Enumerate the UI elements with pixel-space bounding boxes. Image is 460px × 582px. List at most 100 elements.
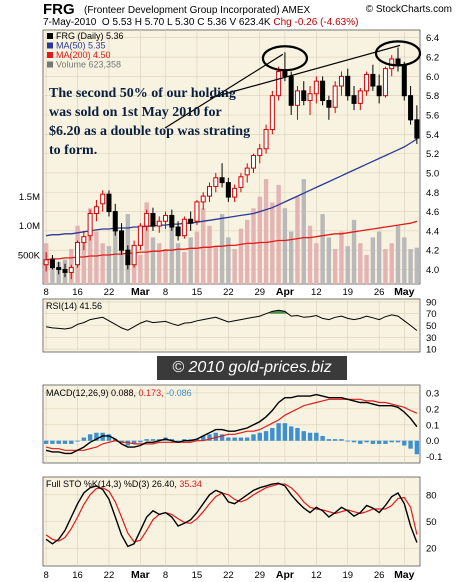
- candle-body: [43, 259, 49, 266]
- volume-bar: [100, 243, 105, 284]
- candle-body: [364, 73, 370, 92]
- x-tick-label: 15: [192, 287, 203, 298]
- x-tick-label: 8: [163, 287, 168, 298]
- volume-bar: [150, 237, 156, 284]
- date-label: 7-May-2010: [43, 17, 97, 28]
- candle-body: [213, 177, 219, 187]
- x-tick-label: Apr: [276, 569, 294, 581]
- macd-histogram-bar: [144, 439, 149, 441]
- macd-histogram-bar: [106, 434, 112, 441]
- y-tick-label: 6.0: [426, 72, 439, 83]
- x-tick-label: 19: [342, 287, 353, 298]
- candle-body: [49, 259, 55, 269]
- candle-body: [225, 182, 231, 198]
- volume-bar: [389, 243, 394, 284]
- volume-bar: [226, 237, 231, 284]
- candle-body: [112, 211, 118, 232]
- macd-histogram-bar: [251, 434, 256, 441]
- macd-histogram-bar: [395, 440, 401, 443]
- volume-bar: [301, 179, 306, 284]
- macd-histogram-bar: [389, 440, 394, 443]
- x-tick-label: 22: [223, 287, 234, 298]
- x-tick-label: 12: [311, 287, 322, 298]
- volume-bar: [288, 231, 294, 284]
- double-top-marker: [261, 45, 309, 72]
- macd-histogram-bar: [345, 440, 350, 442]
- macd-histogram-bar: [282, 423, 288, 441]
- y-tick-label: 0.0: [426, 436, 439, 447]
- candle-body: [326, 100, 332, 108]
- macd-histogram-bar: [276, 423, 281, 441]
- volume-bar: [314, 243, 319, 284]
- x-tick-label: 29: [254, 570, 265, 581]
- macd-histogram-bar: [213, 432, 218, 441]
- volume-bar: [175, 243, 181, 284]
- volume-bar: [402, 237, 407, 284]
- y-tick-label: 5.4: [426, 130, 439, 141]
- volume-bar: [408, 249, 413, 284]
- x-tick-label: 12: [311, 570, 322, 581]
- x-tick-label: May: [394, 286, 415, 298]
- macd-histogram-bar: [257, 432, 262, 441]
- y-tick-label: -0.1: [426, 452, 442, 463]
- macd-histogram-bar: [232, 437, 237, 441]
- candle-body: [238, 176, 244, 188]
- macd-legend-part: 0.173,: [136, 388, 164, 398]
- close-value: C 5.36: [197, 17, 227, 28]
- y-tick-label: 20: [426, 544, 437, 555]
- macd-histogram-bar: [238, 437, 244, 441]
- candle-body: [232, 187, 238, 198]
- volume-bar: [364, 254, 369, 284]
- candle-body: [163, 214, 169, 222]
- candle-body: [269, 95, 275, 130]
- exchange-label: AMEX: [281, 5, 311, 16]
- y-tick-label: 4.0: [426, 265, 439, 276]
- volume-bar: [106, 246, 112, 284]
- macd-histogram-bar: [364, 440, 369, 443]
- volume-bar: [138, 254, 143, 284]
- volume-bar: [163, 249, 168, 284]
- macd-histogram-bar: [62, 440, 68, 444]
- candle-body: [119, 230, 125, 251]
- volume-bar: [376, 231, 382, 284]
- candle-body: [181, 218, 187, 237]
- candle-body: [250, 155, 257, 169]
- candle-body: [175, 226, 181, 237]
- candle-body: [351, 95, 357, 104]
- macd-histogram-bar: [194, 439, 200, 441]
- candle-body: [263, 128, 269, 150]
- candle-body: [200, 195, 206, 203]
- volume-value: V 623.4K: [229, 17, 271, 28]
- volume-bar: [326, 237, 332, 284]
- volume-bar: [345, 246, 350, 284]
- macd-histogram-bar: [94, 432, 99, 441]
- candle-body: [169, 214, 175, 228]
- macd-histogram-bar: [226, 437, 231, 441]
- macd-histogram-bar: [332, 439, 338, 441]
- y-tick-label: 4.4: [426, 226, 439, 237]
- y-tick-label: 5.0: [426, 168, 439, 179]
- candle-body: [219, 177, 225, 184]
- y-tick-label: 80: [426, 490, 437, 501]
- x-tick-label: 15: [192, 570, 203, 581]
- x-tick-label: 8: [163, 570, 168, 581]
- sto-legend-part: 35.34: [177, 479, 202, 489]
- macd-histogram-bar: [81, 437, 87, 441]
- candle-body: [93, 206, 99, 214]
- candle-body: [206, 185, 213, 197]
- macd-histogram-bar: [119, 440, 124, 443]
- candle-body: [81, 236, 87, 243]
- y-tick-label: 10: [426, 345, 437, 356]
- candle-body: [345, 75, 351, 97]
- macd-histogram-bar: [414, 440, 420, 455]
- candle-body: [288, 75, 294, 106]
- volume-bar: [81, 237, 87, 284]
- y-tick-label: 5.6: [426, 110, 439, 121]
- y-tick-label: 90: [426, 297, 437, 308]
- x-tick-label: 16: [72, 570, 83, 581]
- macd-histogram-bar: [263, 431, 269, 441]
- annotation-text: The second 50% of our holding was sold o…: [49, 86, 251, 158]
- volume-bar: [383, 249, 388, 284]
- company-name: (Fronteer Development Group Incorporated…: [84, 5, 310, 16]
